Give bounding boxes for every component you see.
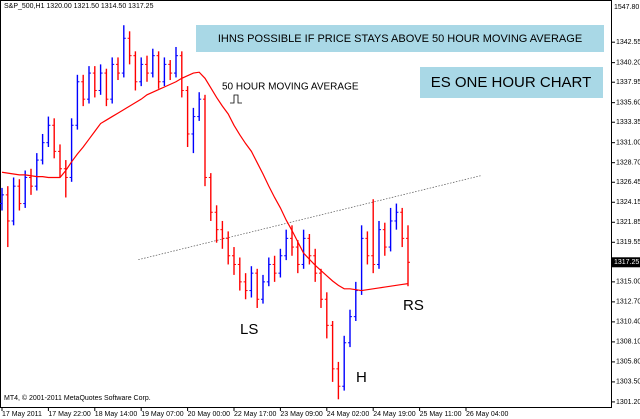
y-tick-label: 1315.00 <box>616 279 640 286</box>
x-tick-label: 24 May 19:00 <box>373 411 416 418</box>
x-tick-label: 17 May 2011 <box>2 411 42 418</box>
annotation: LS <box>240 321 258 338</box>
ruler-label: 1547.80 <box>614 4 639 11</box>
moving-average <box>1 71 409 292</box>
y-tick-label: 1312.70 <box>616 299 640 306</box>
plot-frame <box>0 0 612 408</box>
last-price-box <box>612 257 640 268</box>
chart-title: S&P_500,H1 1320.00 1321.50 1314.50 1317.… <box>4 3 154 10</box>
x-tick-label: 22 May 17:00 <box>234 411 277 418</box>
y-tick-label: 1324.15 <box>616 199 640 206</box>
x-tick-label: 17 May 22:00 <box>48 411 91 418</box>
x-tick-label: 18 May 14:00 <box>95 411 138 418</box>
annotation: RS <box>403 297 424 314</box>
footer: MT4, © 2001-2011 MetaQuotes Software Cor… <box>4 394 151 402</box>
y-tick-label: 1301.20 <box>616 399 640 406</box>
y-tick-label: 1342.55 <box>616 39 640 46</box>
y-tick-label: 1308.10 <box>616 339 640 346</box>
annotation: H <box>356 369 367 386</box>
y-tick-label: 1310.40 <box>616 319 640 326</box>
ma-pointer <box>230 94 242 104</box>
y-tick-label: 1335.60 <box>616 99 640 106</box>
y-tick-label: 1326.45 <box>616 179 640 186</box>
y-tick-label: 1303.50 <box>616 379 640 386</box>
x-tick-label: 19 May 07:00 <box>141 411 184 418</box>
x-tick-label: 26 May 04:00 <box>466 411 509 418</box>
y-tick-label: 1333.35 <box>616 119 640 126</box>
y-tick-label: 1328.70 <box>616 160 640 167</box>
y-tick-label: 1340.20 <box>616 59 640 66</box>
y-tick-label: 1337.95 <box>616 79 640 86</box>
banner-box <box>196 25 604 52</box>
x-tick-label: 25 May 11:00 <box>420 411 462 418</box>
y-tick-label: 1321.85 <box>616 219 640 226</box>
banner: IHNS POSSIBLE IF PRICE STAYS ABOVE 50 HO… <box>218 33 582 45</box>
y-tick-label: 1305.80 <box>616 359 640 366</box>
last-price: 1317.25 <box>614 259 639 266</box>
y-tick-label: 1319.55 <box>616 239 640 246</box>
ma-label: 50 HOUR MOVING AVERAGE <box>222 82 359 93</box>
chart-label: ES ONE HOUR CHART <box>431 74 592 91</box>
label-box <box>420 67 603 98</box>
x-tick-label: 20 May 00:00 <box>188 411 231 418</box>
y-tick-label: 1331.00 <box>616 140 640 147</box>
x-tick-label: 24 May 02:00 <box>327 411 370 418</box>
x-tick-label: 23 May 09:00 <box>280 411 323 418</box>
